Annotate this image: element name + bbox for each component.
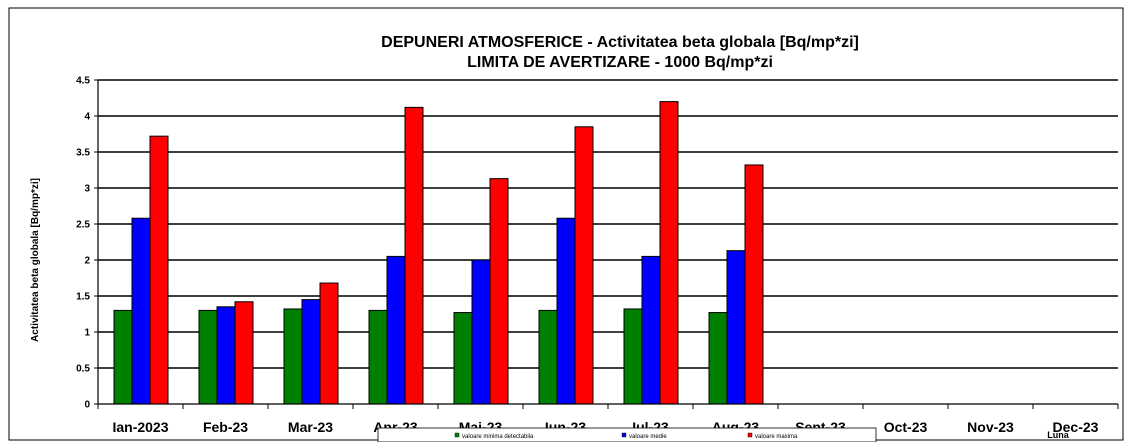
bar-3-aug-23 (744, 164, 764, 405)
bar-3-iun-23 (574, 126, 594, 405)
y-tick-label: 2 (84, 256, 90, 267)
bar-3-ian-2023 (149, 135, 169, 405)
bar-1-ian-2023 (113, 309, 133, 405)
x-tick-label: Nov-23 (967, 419, 1014, 435)
bar-2-iun-23 (556, 217, 576, 405)
bar-2-mar-23 (301, 299, 321, 405)
y-tick-label: 1.5 (76, 292, 90, 303)
bar-2-mai-23 (471, 259, 491, 405)
legend-swatch (747, 432, 753, 438)
bar-2-aug-23 (726, 250, 746, 405)
bar-3-apr-23 (404, 106, 424, 405)
chart-title-line-1: DEPUNERI ATMOSFERICE - Activitatea beta … (381, 34, 859, 51)
bar-1-feb-23 (198, 309, 218, 405)
gridlines (94, 79, 1118, 405)
bar-2-apr-23 (386, 255, 406, 405)
x-tick-label: Ian-2023 (112, 419, 168, 435)
legend-entry: valoare medie (629, 434, 667, 440)
y-tick-label: 3.5 (76, 148, 90, 159)
y-axis-label: Activitatea beta globala [Bq/mp*zi] (30, 178, 41, 342)
legend-entry: valoare maxima (755, 434, 798, 440)
y-tick-label: 0.5 (76, 364, 90, 375)
y-tick-label: 3 (84, 184, 90, 195)
x-tick-label: Feb-23 (203, 419, 248, 435)
bar-2-iul-23 (641, 255, 661, 405)
y-tick-label: 4.5 (76, 76, 90, 87)
legend-box (377, 427, 877, 442)
bar-3-mai-23 (489, 178, 509, 405)
bar-1-apr-23 (368, 309, 388, 405)
legend-swatch (621, 432, 627, 438)
axes (97, 80, 1119, 409)
y-tick-label: 1 (84, 328, 90, 339)
bar-1-iun-23 (538, 309, 558, 405)
y-tick-label: 4 (84, 112, 90, 123)
y-tick-labels: 0 0.5 1 1.5 2 2.5 3 3.5 4 4.5 (76, 76, 90, 411)
bar-3-mar-23 (319, 282, 339, 405)
y-tick-label: 2.5 (76, 220, 90, 231)
y-tick-label: 0 (84, 400, 90, 411)
legend: valoare minima detectabila valoare medie v… (377, 427, 877, 442)
bar-3-feb-23 (234, 301, 254, 405)
bar-1-iul-23 (623, 308, 643, 405)
x-tick-label: Mar-23 (288, 419, 333, 435)
legend-swatch (454, 432, 460, 438)
bar-2-feb-23 (216, 306, 236, 405)
x-axis-label: Luna (1047, 430, 1069, 440)
bar-2-ian-2023 (131, 217, 151, 405)
x-tick-label: Oct-23 (884, 419, 928, 435)
chart-title-line-2: LIMITA DE AVERTIZARE - 1000 Bq/mp*zi (467, 54, 773, 71)
x-tick-label: Dec-23 (1053, 419, 1099, 435)
bar-1-mai-23 (453, 312, 473, 405)
legend-entry: valoare minima detectabila (462, 434, 534, 440)
bar-1-aug-23 (708, 312, 728, 405)
bar-1-mar-23 (283, 308, 303, 405)
bar-3-iul-23 (659, 101, 679, 405)
